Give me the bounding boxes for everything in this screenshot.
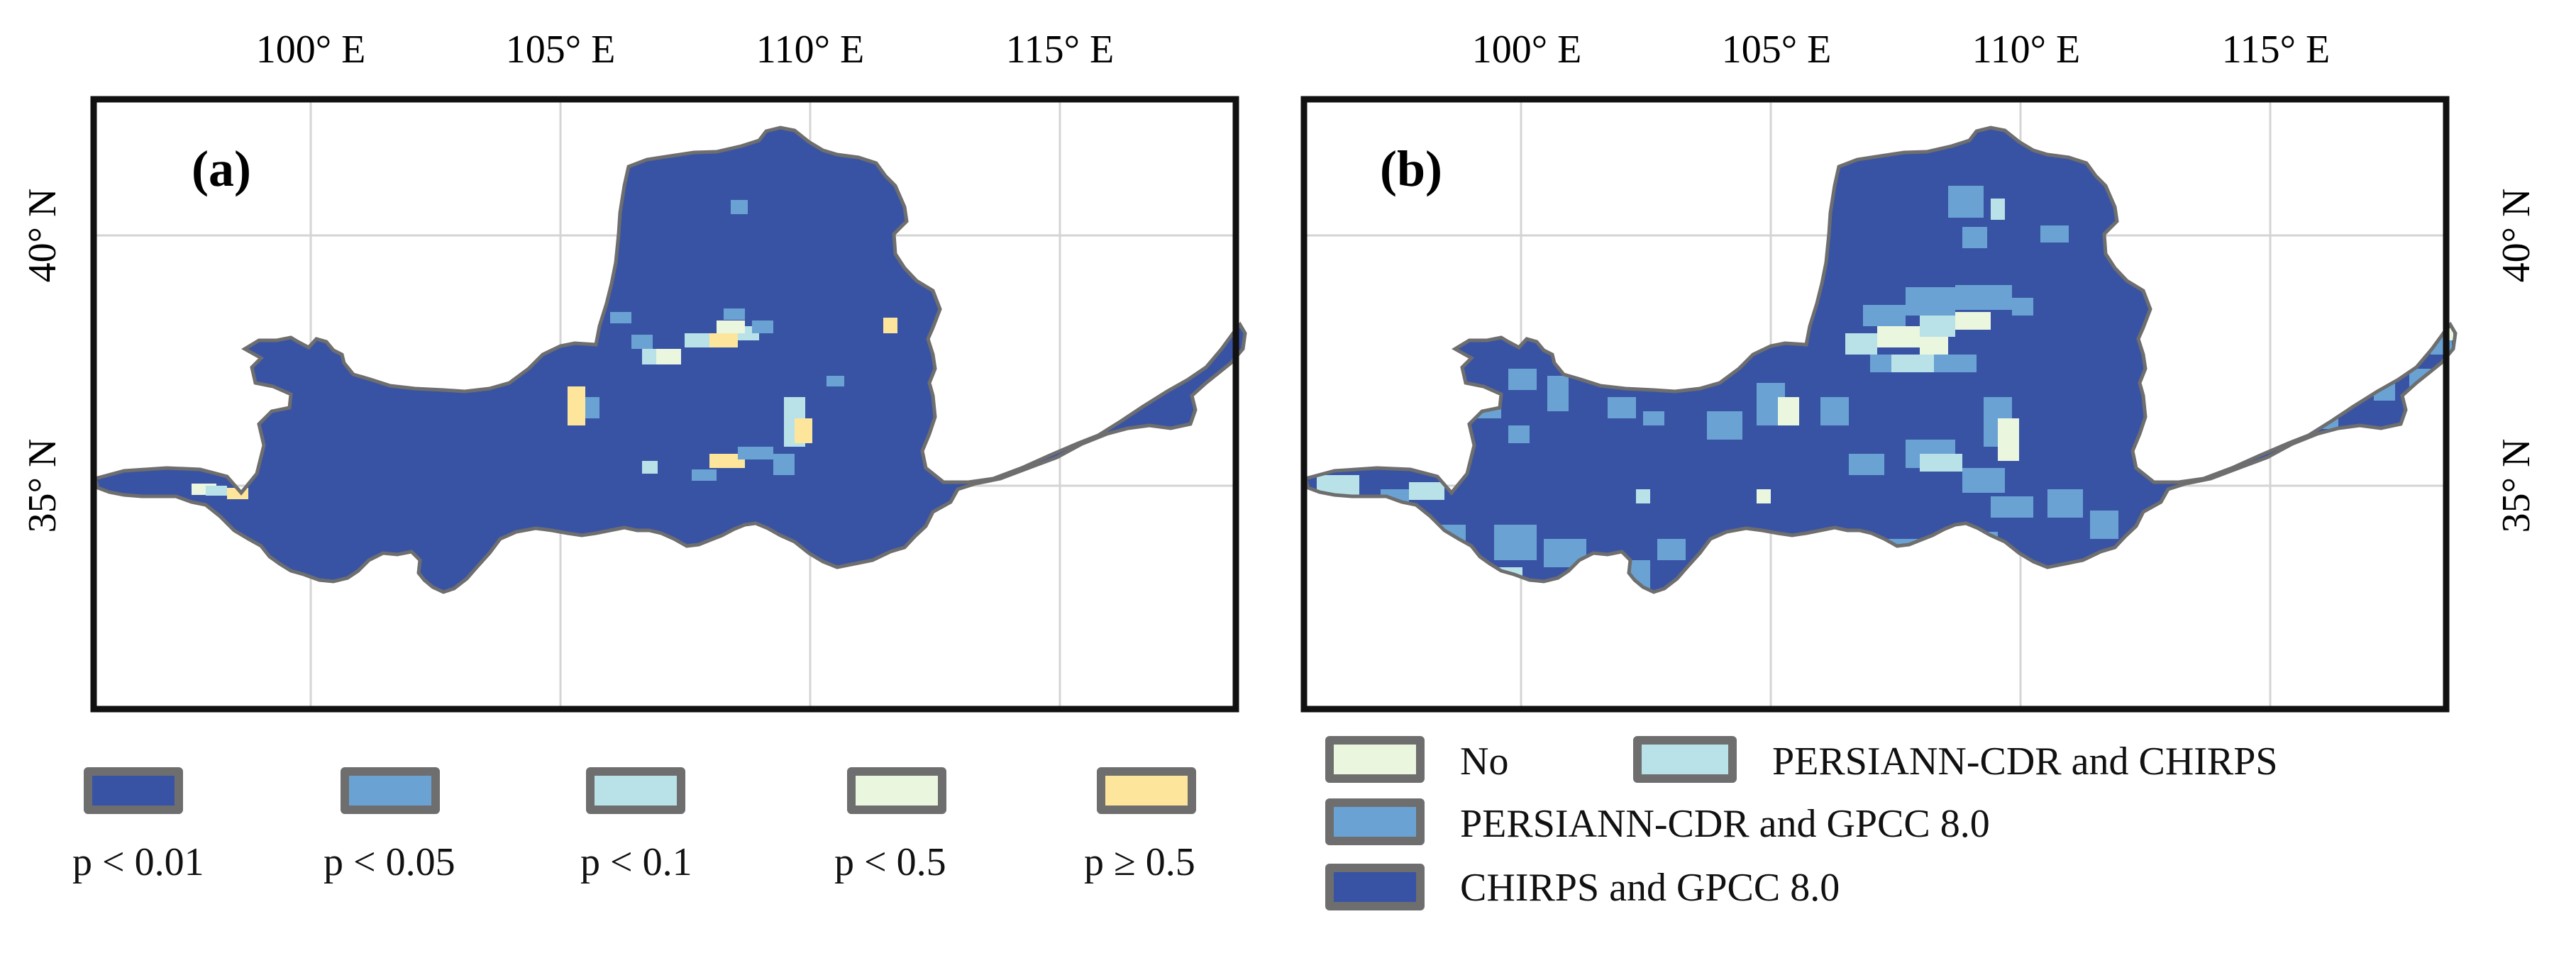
panel-b-lon-tick-115: 115° E [2222, 28, 2331, 72]
agreement-cell [1962, 227, 1987, 248]
agreement-cell [2090, 511, 2118, 539]
agreement-cell [1508, 369, 1537, 390]
panel-b-basin-outline [1303, 126, 2458, 594]
legend-label-chirps-gpcc: CHIRPS and GPCC 8.0 [1460, 866, 1840, 910]
agreement-cell [1778, 397, 1799, 425]
agreement-cell [2040, 225, 2069, 243]
panel-a-lon-tick-115: 115° E [1006, 28, 1115, 72]
agreement-cell [2012, 298, 2033, 316]
agreement-cell [1991, 496, 2033, 518]
agreement-cell [1494, 525, 1537, 560]
agreement-cell [1845, 333, 1877, 355]
panel-a-label: (a) [192, 140, 251, 197]
significance-cell [631, 335, 653, 349]
legend-swatch-p005 [341, 767, 440, 814]
panel-a-lat-tick-40: 40° N [21, 189, 65, 283]
legend-label-p001: p < 0.01 [72, 840, 204, 884]
agreement-cell [1657, 539, 1686, 560]
panel-b-frame [1300, 96, 2450, 713]
legend-swatch-p001 [84, 767, 183, 814]
panel-b-lon-tick-105: 105° E [1722, 28, 1832, 72]
agreement-cell [1508, 425, 1530, 443]
agreement-cell [1636, 489, 1650, 503]
legend-label-pge05: p ≥ 0.5 [1084, 840, 1195, 884]
panel-b-lat-tick-40: 40° N [2494, 189, 2538, 283]
significance-cell [685, 333, 717, 347]
legend-swatch-p05 [847, 767, 946, 814]
legend-label-persiann-gpcc: PERSIANN-CDR and GPCC 8.0 [1460, 802, 1990, 846]
map-panel-b: (b) 100° E 105° E 110° E 115° E 40° N 35… [1300, 28, 2538, 713]
significance-cell [568, 386, 585, 425]
legend-swatch-no [1325, 736, 1425, 783]
agreement-cell [1643, 411, 1664, 425]
agreement-cell [1948, 186, 1984, 218]
significance-cell [692, 469, 717, 481]
panel-a-significance-cells [192, 200, 897, 499]
agreement-cell [1409, 482, 1444, 500]
significance-cell [642, 461, 658, 474]
significance-cell [585, 397, 599, 418]
significance-cell [773, 454, 795, 475]
legend-swatch-pge05 [1097, 767, 1196, 814]
panel-a-lat-tick-35: 35° N [21, 439, 65, 533]
panel-b-lon-tick-100: 100° E [1472, 28, 1582, 72]
agreement-cell [1891, 355, 1934, 372]
agreement-cell [1863, 305, 1906, 326]
panel-a-lon-tick-100: 100° E [256, 28, 366, 72]
agreement-cell [1998, 418, 2019, 461]
significance-cell [795, 418, 812, 443]
panel-a-lon-tick-105: 105° E [506, 28, 616, 72]
significance-cell [738, 447, 773, 459]
legend-label-p01: p < 0.1 [580, 840, 692, 884]
map-panel-a: (a) 100° E 105° E 110° E 115° E 40° N 35… [21, 28, 1247, 713]
significance-cell [656, 349, 681, 364]
agreement-cell [1955, 285, 2012, 310]
panel-a-lon-tick-110: 110° E [756, 28, 865, 72]
significance-cell [724, 308, 745, 320]
agreement-cell [1608, 397, 1636, 418]
agreement-cell [1849, 454, 1884, 475]
significance-cell [717, 321, 745, 333]
agreement-cell [1877, 326, 1920, 347]
agreement-cell [1920, 337, 1948, 355]
agreement-cell [1962, 468, 2005, 493]
agreement-cell [1707, 411, 1742, 440]
panel-a-basin-outline [92, 126, 1247, 594]
agreement-cell [1991, 199, 2005, 220]
legend-swatch-p01 [586, 767, 685, 814]
legend-label-p005: p < 0.05 [324, 840, 455, 884]
agreement-cell [1920, 454, 1962, 472]
agreement-cell [1920, 316, 1955, 337]
significance-cell [610, 312, 631, 323]
panel-b-lat-tick-35: 35° N [2494, 439, 2538, 533]
significance-cell [827, 376, 844, 386]
agreement-cell [1757, 489, 1771, 503]
panel-a-frame [90, 96, 1239, 713]
legend-swatch-chirps-gpcc [1325, 864, 1425, 910]
agreement-cell [1820, 397, 1849, 425]
significance-cell [752, 321, 773, 333]
significance-cell [709, 333, 738, 347]
panel-b-label: (b) [1380, 140, 1442, 197]
legend-label-no: No [1460, 740, 1509, 784]
significance-cell [731, 200, 748, 214]
agreement-cell [1906, 287, 1955, 316]
agreement-cell [2047, 489, 2083, 518]
panel-b-lon-tick-110: 110° E [1972, 28, 2081, 72]
significance-cell [206, 486, 227, 496]
agreement-cell [1547, 376, 1569, 411]
legend-swatch-persiann-chirps [1633, 736, 1737, 783]
agreement-cell [1955, 312, 1991, 330]
significance-cell [883, 318, 897, 333]
legend-label-p05: p < 0.5 [834, 840, 946, 884]
significance-cell [709, 454, 745, 468]
agreement-cell [1934, 355, 1977, 372]
legend-swatch-persiann-gpcc [1325, 798, 1425, 845]
legend-label-persiann-chirps: PERSIANN-CDR and CHIRPS [1772, 740, 2278, 784]
